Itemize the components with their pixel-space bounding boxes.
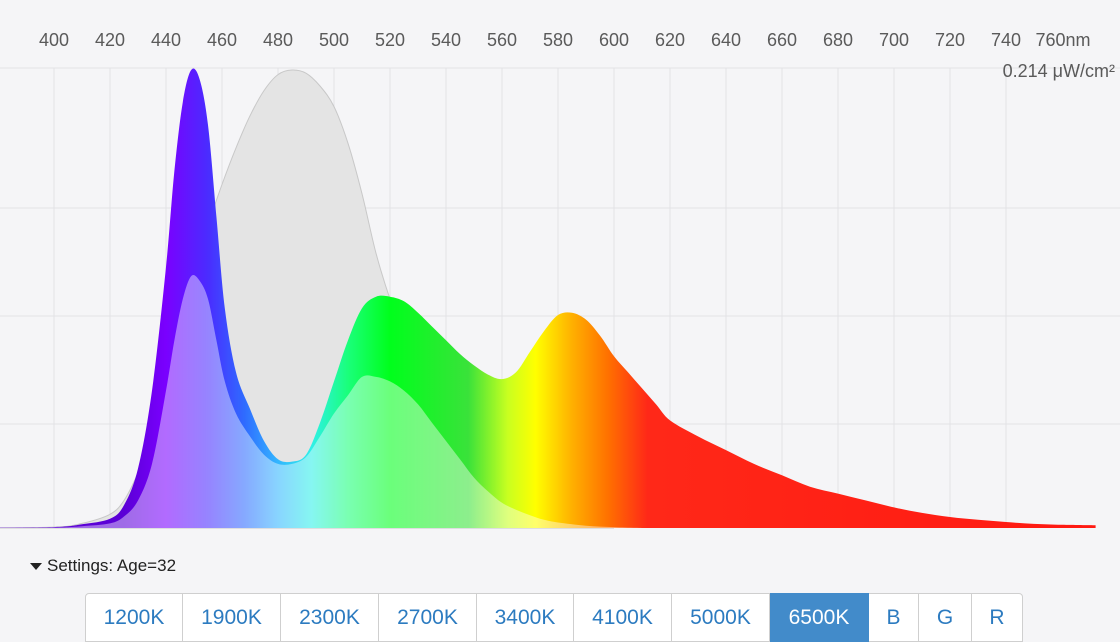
settings-toggle[interactable]: Settings: Age=32: [30, 556, 176, 576]
x-tick-label: 580: [543, 30, 573, 50]
x-tick-label: 460: [207, 30, 237, 50]
temp-button-5000k[interactable]: 5000K: [672, 593, 770, 642]
x-axis-ticks: 400 420 440 460 480 500 520 540 560 580 600 620 640 6…: [39, 30, 1021, 50]
temp-button-1900k[interactable]: 1900K: [183, 593, 281, 642]
settings-label: Settings: Age=32: [47, 556, 177, 575]
x-tick-label: 700: [879, 30, 909, 50]
x-tick-label: 420: [95, 30, 125, 50]
series-area-1: [0, 68, 1096, 528]
series-layer: [0, 68, 1096, 529]
x-tick-label: 640: [711, 30, 741, 50]
x-tick-label: 740: [991, 30, 1021, 50]
temp-button-r[interactable]: R: [972, 593, 1023, 642]
series-area-2-veil: [0, 274, 642, 528]
spectrum-chart: 400 420 440 460 480 500 520 540 560 580 600 620 640 6…: [0, 30, 1120, 529]
x-tick-label: 440: [151, 30, 181, 50]
x-tick-label: 660: [767, 30, 797, 50]
temp-button-6500k[interactable]: 6500K: [770, 593, 869, 642]
color-temperature-button-group: 1200K 1900K 2300K 2700K 3400K 4100K 5000K 6500K…: [85, 593, 1023, 642]
temp-button-2700k[interactable]: 2700K: [379, 593, 477, 642]
x-tick-label: 520: [375, 30, 405, 50]
x-tick-label: 680: [823, 30, 853, 50]
x-tick-label: 560: [487, 30, 517, 50]
temp-button-1200k[interactable]: 1200K: [85, 593, 183, 642]
x-axis-end-label: 760nm: [1035, 30, 1090, 50]
caret-down-icon: [30, 562, 42, 570]
x-tick-label: 720: [935, 30, 965, 50]
y-max-label: 0.214 μW/cm²: [1003, 61, 1115, 81]
temp-button-2300k[interactable]: 2300K: [281, 593, 379, 642]
x-tick-label: 500: [319, 30, 349, 50]
temp-button-3400k[interactable]: 3400K: [477, 593, 574, 642]
x-tick-label: 400: [39, 30, 69, 50]
series-area-2: [0, 274, 642, 528]
temp-button-b[interactable]: B: [869, 593, 919, 642]
temp-button-4100k[interactable]: 4100K: [574, 593, 672, 642]
x-tick-label: 540: [431, 30, 461, 50]
x-tick-label: 600: [599, 30, 629, 50]
x-tick-label: 620: [655, 30, 685, 50]
temp-button-g[interactable]: G: [919, 593, 972, 642]
x-tick-label: 480: [263, 30, 293, 50]
